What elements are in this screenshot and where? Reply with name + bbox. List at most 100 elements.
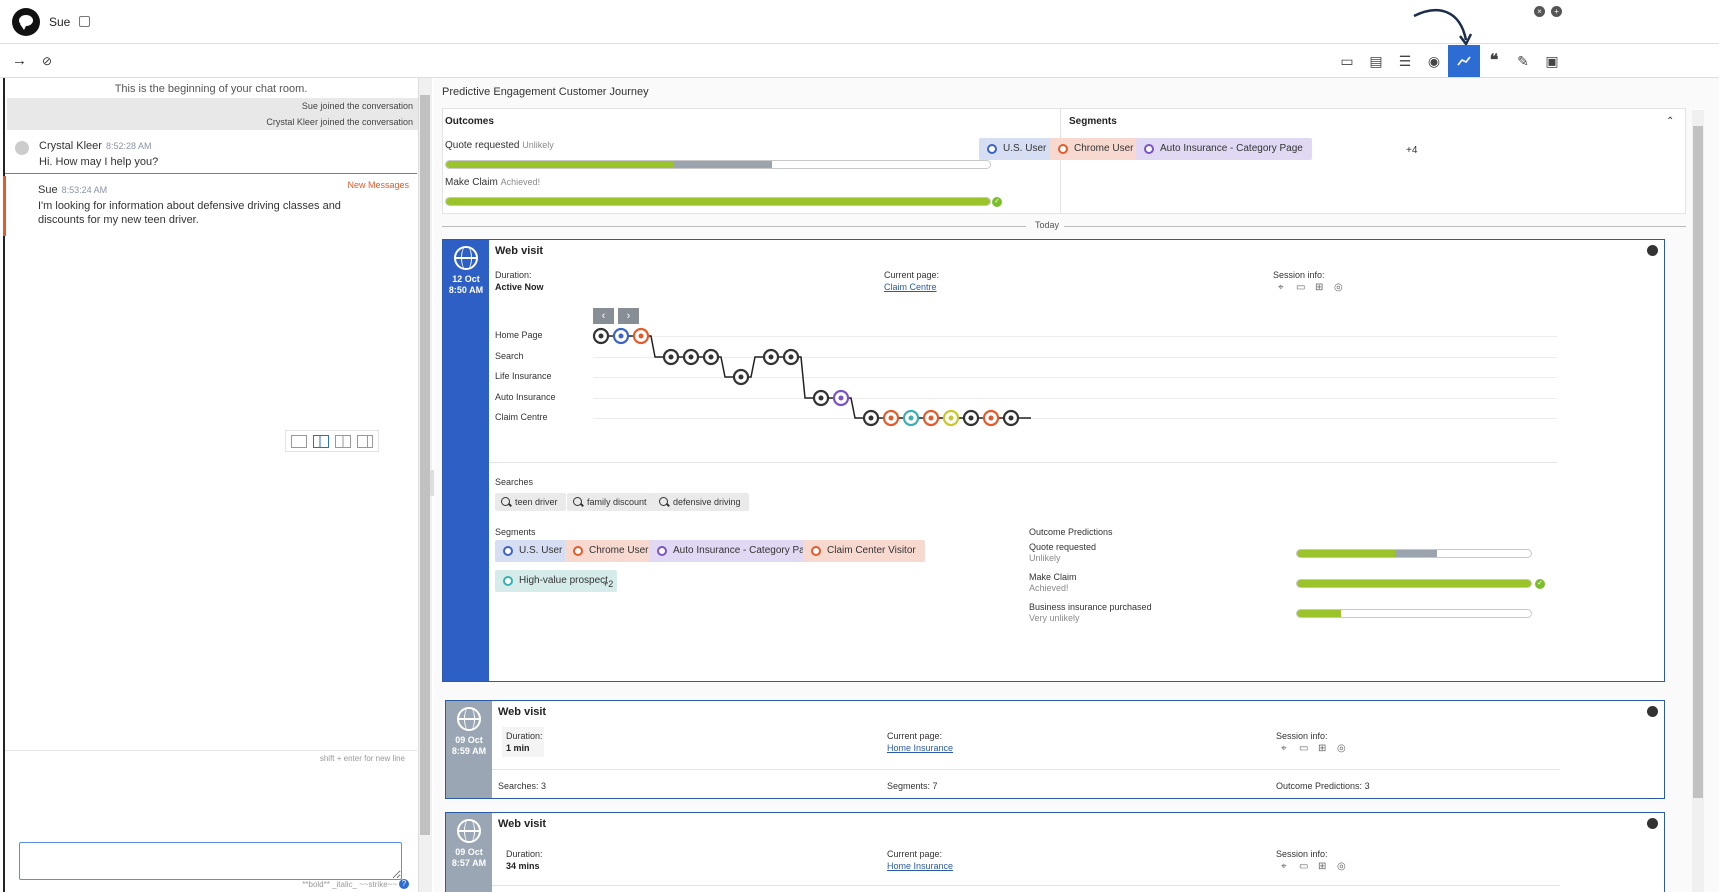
profile-icon[interactable]: ◉ bbox=[1427, 53, 1441, 69]
search-chip[interactable]: family discount bbox=[567, 493, 655, 511]
journey-row-label: Search bbox=[495, 351, 524, 361]
location-icon: ⌖ bbox=[1281, 861, 1287, 872]
chrome-icon: ◎ bbox=[1337, 743, 1346, 754]
session-info-label: Session info: bbox=[1276, 849, 1328, 859]
globe-icon bbox=[457, 707, 481, 731]
segment-chip[interactable]: Chrome User bbox=[565, 540, 658, 562]
segment-name: Chrome User bbox=[589, 545, 649, 556]
segment-chip[interactable]: U.S. User bbox=[495, 540, 572, 562]
current-page-link[interactable]: Home Insurance bbox=[887, 861, 954, 871]
summary-divider bbox=[1060, 108, 1061, 214]
journey-row-label: Auto Insurance bbox=[495, 392, 556, 402]
chat-message: Crystal Kleer 8:52:28 AM Hi. How may I he… bbox=[7, 132, 419, 176]
add-icon[interactable]: + bbox=[1551, 6, 1562, 17]
edit-icon[interactable]: ✎ bbox=[1517, 53, 1529, 69]
duration-value: 34 mins bbox=[506, 861, 540, 871]
journey-event-node-dot bbox=[738, 374, 744, 380]
search-chip[interactable]: defensive driving bbox=[653, 493, 749, 511]
journey-scrollbar-thumb[interactable] bbox=[1693, 126, 1703, 798]
searches-count: Searches: 3 bbox=[498, 781, 546, 791]
previous-button[interactable]: ‹ bbox=[593, 308, 614, 324]
visit-date: 09 Oct bbox=[455, 735, 483, 745]
visit-card-active[interactable]: 12 Oct 8:50 AM Web visit Duration: Active… bbox=[442, 239, 1665, 682]
journey-icon[interactable] bbox=[1448, 45, 1480, 77]
segment-chip[interactable]: High-value prospect bbox=[495, 570, 617, 592]
visit-status-icon bbox=[1647, 706, 1658, 717]
segment-chip[interactable]: Auto Insurance - Category Page bbox=[649, 540, 825, 562]
chat-input[interactable] bbox=[19, 842, 402, 880]
segment-chip[interactable]: Chrome User bbox=[1050, 138, 1143, 160]
journey-event-node-dot bbox=[638, 333, 644, 339]
segment-chip[interactable]: Auto Insurance - Category Page bbox=[1136, 138, 1312, 160]
chat-scrollbar-thumb[interactable] bbox=[420, 95, 430, 835]
prediction-name: Quote requested bbox=[1029, 542, 1097, 552]
search-chip[interactable]: teen driver bbox=[495, 493, 566, 511]
card-icon[interactable]: ▤ bbox=[1369, 53, 1383, 69]
journey-event-node-dot bbox=[688, 354, 694, 360]
duration-value: 1 min bbox=[506, 743, 530, 753]
current-page-label: Current page: bbox=[887, 731, 943, 741]
duration-label: Duration: bbox=[495, 270, 532, 280]
segment-icon bbox=[657, 546, 667, 556]
message-author: Crystal Kleer bbox=[39, 140, 102, 152]
message-time: 8:52:28 AM bbox=[105, 141, 152, 151]
predictions-count-value: 3 bbox=[1364, 781, 1370, 791]
monitor-icon[interactable]: ▭ bbox=[1340, 53, 1354, 69]
forward-icon[interactable]: → bbox=[12, 52, 27, 69]
journey-event-node-dot bbox=[788, 354, 794, 360]
journey-event-node-dot bbox=[708, 354, 714, 360]
journey-row-label: Home Page bbox=[495, 330, 543, 340]
toolbar: → ⊘ ▭ ▤ ☰ ◉ ❝ ✎ ▣ bbox=[0, 45, 1719, 78]
outcome-name: Quote requested Unlikely bbox=[445, 140, 554, 151]
outcome-title: Make Claim bbox=[445, 177, 498, 188]
message-author: Sue bbox=[38, 184, 58, 196]
layout-wide-icon[interactable] bbox=[357, 435, 373, 448]
current-page-link[interactable]: Home Insurance bbox=[887, 743, 954, 753]
segment-chip[interactable]: Claim Center Visitor bbox=[803, 540, 925, 562]
prediction-status: Unlikely bbox=[1029, 553, 1061, 563]
visit-date-strip: 09 Oct 8:59 AM bbox=[446, 701, 492, 798]
segment-chip[interactable]: U.S. User bbox=[979, 138, 1056, 160]
searches-count-label: Searches: bbox=[498, 781, 539, 791]
journey-path-chart bbox=[592, 327, 1031, 427]
help-icon[interactable]: ? bbox=[399, 879, 409, 889]
prediction-status: Achieved! bbox=[1029, 583, 1069, 593]
session-info-label: Session info: bbox=[1276, 731, 1328, 741]
visit-date: 12 Oct bbox=[452, 274, 480, 284]
visit-date-strip: 12 Oct 8:50 AM bbox=[443, 240, 489, 681]
segment-icon bbox=[503, 576, 513, 586]
copy-icon[interactable] bbox=[79, 16, 90, 27]
close-icon[interactable]: × bbox=[1534, 6, 1545, 17]
next-button[interactable]: › bbox=[618, 308, 639, 324]
segment-icon bbox=[503, 546, 513, 556]
pane-resize-handle[interactable] bbox=[430, 470, 436, 496]
visit-segments-more[interactable]: +2 bbox=[603, 579, 614, 589]
hide-icon[interactable]: ⊘ bbox=[42, 54, 53, 68]
segment-icon bbox=[987, 144, 997, 154]
layout-half-icon[interactable] bbox=[335, 435, 351, 448]
current-page-link[interactable]: Claim Centre bbox=[884, 282, 937, 292]
layout-split-icon[interactable] bbox=[313, 435, 329, 448]
contacts-icon[interactable]: ☰ bbox=[1398, 53, 1412, 69]
journey-row-line bbox=[593, 377, 1557, 378]
visit-card[interactable]: 09 Oct 8:59 AM Web visit Duration: 1 min … bbox=[445, 700, 1665, 799]
visit-title: Web visit bbox=[498, 818, 547, 830]
segment-icon bbox=[1058, 144, 1068, 154]
location-icon: ⌖ bbox=[1278, 282, 1284, 293]
clipboard-icon[interactable]: ▣ bbox=[1545, 53, 1559, 69]
collapse-icon[interactable]: ⌃ bbox=[1666, 116, 1675, 127]
segments-more[interactable]: +4 bbox=[1406, 145, 1418, 156]
segment-icon bbox=[1144, 144, 1154, 154]
visit-date-strip: 09 Oct 8:57 AM bbox=[446, 813, 492, 892]
journey-event-node-dot bbox=[668, 354, 674, 360]
segment-name: Claim Center Visitor bbox=[827, 545, 916, 556]
chat-message: Sue 8:53:24 AM I'm looking for informatio… bbox=[3, 176, 415, 236]
message-text: Hi. How may I help you? bbox=[39, 156, 159, 168]
prediction-name: Make Claim bbox=[1029, 572, 1077, 582]
quote-icon[interactable]: ❝ bbox=[1489, 52, 1499, 69]
layout-single-icon[interactable] bbox=[291, 435, 307, 448]
section-divider bbox=[492, 885, 1560, 886]
session-info-label: Session info: bbox=[1273, 270, 1325, 280]
location-icon: ⌖ bbox=[1281, 743, 1287, 754]
visit-card[interactable]: 09 Oct 8:57 AM Web visit Duration: 34 min… bbox=[445, 812, 1665, 892]
